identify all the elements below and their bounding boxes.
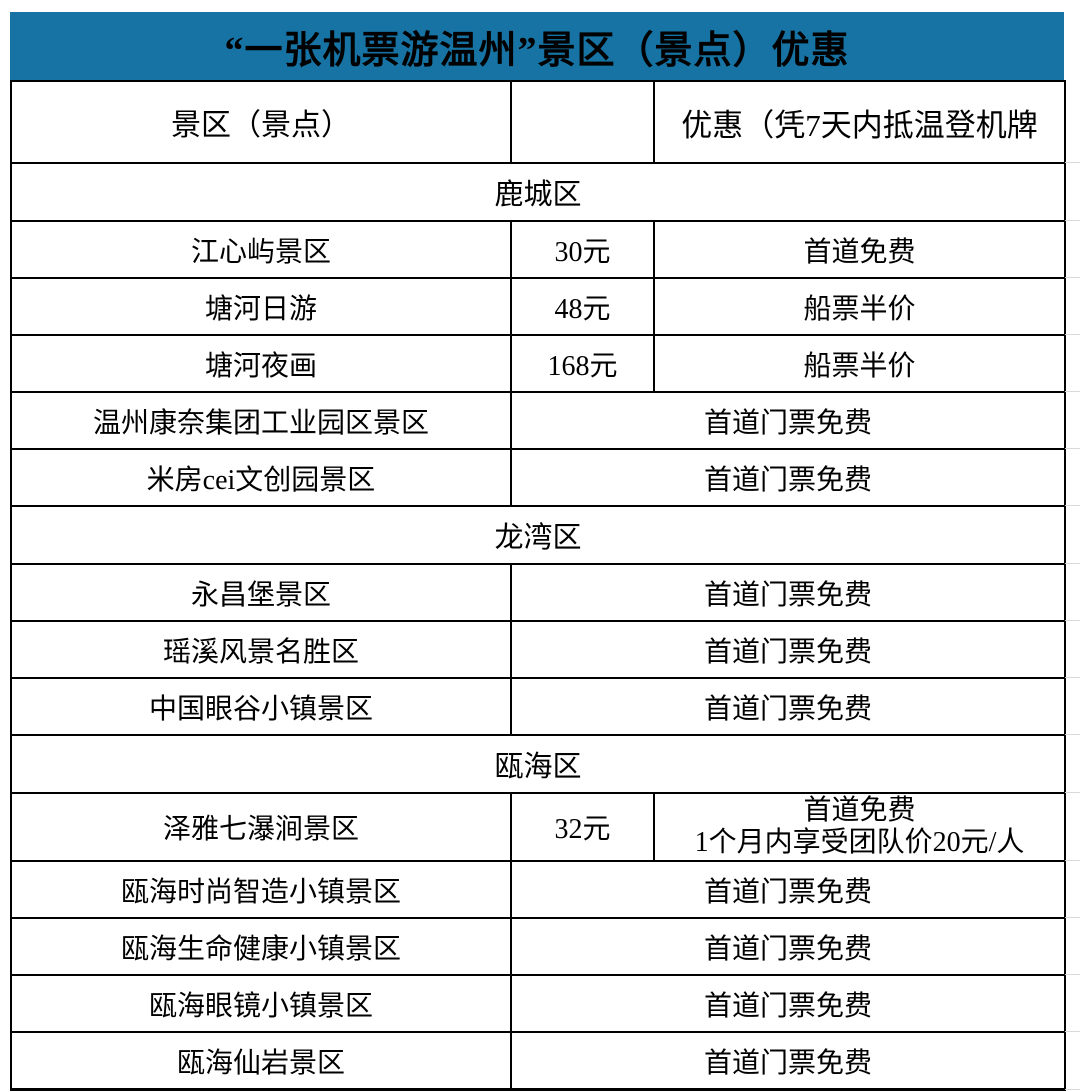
discount-line-1: 首道免费	[803, 794, 916, 826]
header-price	[510, 80, 655, 164]
scenic-spot-name: 中国眼谷小镇景区	[10, 677, 512, 736]
section-row-longwan: 龙湾区	[10, 505, 1066, 565]
gridline-continuation	[1065, 563, 1080, 564]
section-row-ouhai: 瓯海区	[10, 734, 1066, 794]
gridline-continuation	[1065, 734, 1080, 735]
discount-info: 首道门票免费	[510, 974, 1066, 1033]
table-row: 永昌堡景区 首道门票免费	[10, 563, 1066, 622]
discount-info: 船票半价	[653, 334, 1066, 393]
gridline-continuation	[1065, 917, 1080, 918]
gridline-continuation	[1065, 334, 1080, 335]
discount-info: 首道门票免费	[510, 391, 1066, 450]
header-scenic-spot: 景区（景点）	[10, 80, 512, 164]
discount-info: 首道门票免费	[510, 860, 1066, 919]
scenic-spot-name: 瓯海眼镜小镇景区	[10, 974, 512, 1033]
table-header-row: 景区（景点） 优惠（凭7天内抵温登机牌	[10, 80, 1066, 164]
gridline-continuation	[1065, 1088, 1080, 1090]
gridline-continuation	[1065, 974, 1080, 975]
table-row: 中国眼谷小镇景区 首道门票免费	[10, 677, 1066, 736]
gridline-continuation	[1065, 220, 1080, 221]
scenic-spot-name: 瓯海时尚智造小镇景区	[10, 860, 512, 919]
gridline-continuation	[1065, 448, 1080, 449]
scenic-spot-name: 塘河日游	[10, 277, 512, 336]
discount-info: 首道免费	[653, 220, 1066, 279]
scenic-spot-name: 温州康奈集团工业园区景区	[10, 391, 512, 450]
discount-info: 首道门票免费	[510, 620, 1066, 679]
discount-info: 船票半价	[653, 277, 1066, 336]
scenic-spot-name: 江心屿景区	[10, 220, 512, 279]
discount-line-2: 1个月内享受团队价20元/人	[694, 827, 1025, 858]
table-row: 江心屿景区 30元 首道免费	[10, 220, 1066, 279]
discount-table-page: “一张机票游温州”景区（景点）优惠 景区（景点） 优惠（凭7天内抵温登机牌 鹿城…	[10, 12, 1066, 1091]
section-header: 瓯海区	[10, 734, 1066, 794]
table-row: 瓯海仙岩景区 首道门票免费	[10, 1031, 1066, 1091]
section-header: 龙湾区	[10, 505, 1066, 565]
ticket-price: 32元	[510, 792, 655, 862]
table-row: 塘河夜画 168元 船票半价	[10, 334, 1066, 393]
table-row: 瓯海生命健康小镇景区 首道门票免费	[10, 917, 1066, 976]
table-row: 泽雅七瀑涧景区 32元 首道免费 1个月内享受团队价20元/人	[10, 792, 1066, 862]
scenic-spot-name: 米房cei文创园景区	[10, 448, 512, 507]
scenic-spot-name: 泽雅七瀑涧景区	[10, 792, 512, 862]
page-title: “一张机票游温州”景区（景点）优惠	[10, 12, 1064, 80]
table-row: 米房cei文创园景区 首道门票免费	[10, 448, 1066, 507]
scenic-spot-name: 塘河夜画	[10, 334, 512, 393]
scenic-discount-table: 景区（景点） 优惠（凭7天内抵温登机牌 鹿城区 江心屿景区 30元 首道免费 塘…	[10, 80, 1066, 1091]
table-row: 温州康奈集团工业园区景区 首道门票免费	[10, 391, 1066, 450]
gridline-continuation	[1065, 391, 1080, 392]
ticket-price: 168元	[510, 334, 655, 393]
gridline-continuation	[1065, 860, 1080, 861]
gridline-continuation	[1065, 277, 1080, 278]
discount-info: 首道门票免费	[510, 917, 1066, 976]
scenic-spot-name: 瓯海生命健康小镇景区	[10, 917, 512, 976]
gridline-continuation	[1065, 162, 1080, 163]
section-row-lucheng: 鹿城区	[10, 162, 1066, 222]
gridline-continuation	[1065, 1031, 1080, 1032]
discount-info: 首道免费 1个月内享受团队价20元/人	[653, 792, 1066, 862]
section-header: 鹿城区	[10, 162, 1066, 222]
table-row: 塘河日游 48元 船票半价	[10, 277, 1066, 336]
discount-info: 首道门票免费	[510, 448, 1066, 507]
discount-info: 首道门票免费	[510, 1031, 1066, 1091]
ticket-price: 30元	[510, 220, 655, 279]
gridline-continuation	[1065, 677, 1080, 678]
gridline-continuation	[1065, 505, 1080, 506]
table-row: 瑶溪风景名胜区 首道门票免费	[10, 620, 1066, 679]
table-row: 瓯海时尚智造小镇景区 首道门票免费	[10, 860, 1066, 919]
table-row: 瓯海眼镜小镇景区 首道门票免费	[10, 974, 1066, 1033]
discount-info: 首道门票免费	[510, 563, 1066, 622]
scenic-spot-name: 永昌堡景区	[10, 563, 512, 622]
gridline-continuation	[1065, 620, 1080, 621]
discount-info: 首道门票免费	[510, 677, 1066, 736]
gridline-continuation	[1065, 792, 1080, 793]
scenic-spot-name: 瓯海仙岩景区	[10, 1031, 512, 1091]
ticket-price: 48元	[510, 277, 655, 336]
header-discount: 优惠（凭7天内抵温登机牌	[653, 80, 1066, 164]
scenic-spot-name: 瑶溪风景名胜区	[10, 620, 512, 679]
